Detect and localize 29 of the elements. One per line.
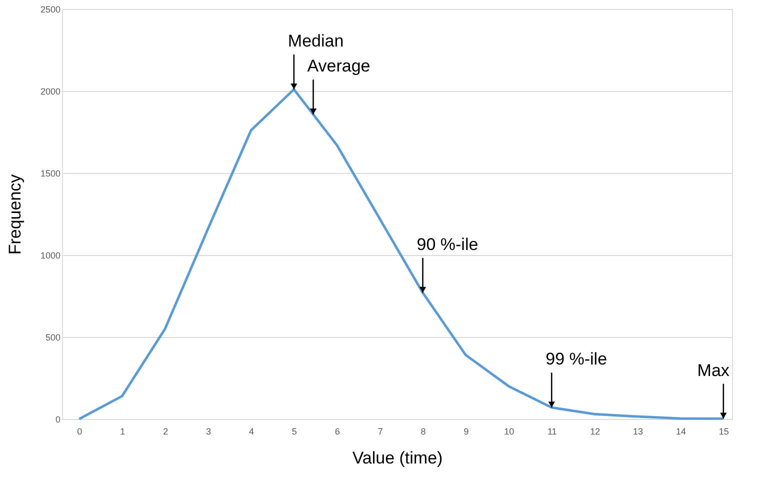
y-tick-label: 1500 bbox=[40, 168, 60, 178]
x-tick-label: 15 bbox=[718, 426, 729, 436]
x-tick-label: 7 bbox=[378, 426, 383, 436]
x-tick-label: 14 bbox=[676, 426, 686, 436]
y-tick-label: 0 bbox=[55, 414, 60, 424]
annotation: Average bbox=[307, 56, 370, 76]
x-tick-label: 8 bbox=[420, 426, 426, 436]
y-tick-label: 2000 bbox=[40, 86, 60, 96]
x-tick-label: 4 bbox=[248, 426, 254, 436]
annotation: Median bbox=[288, 32, 344, 51]
x-tick-label: 6 bbox=[334, 426, 340, 436]
x-tick-label: 1 bbox=[120, 426, 126, 436]
x-axis-title: Value (time) bbox=[352, 448, 443, 468]
x-tick-label: 13 bbox=[633, 426, 644, 436]
x-tick-label: 2 bbox=[163, 426, 168, 436]
x-tick-label: 5 bbox=[292, 426, 297, 436]
annotation: 99 %-ile bbox=[546, 350, 608, 369]
x-tick-label: 0 bbox=[77, 426, 82, 436]
y-tick-label: 500 bbox=[45, 332, 60, 342]
y-tick-label: 2500 bbox=[40, 4, 60, 14]
annotation: 90 %-ile bbox=[416, 234, 478, 254]
x-tick-label: 11 bbox=[547, 426, 557, 436]
x-tick-label: 9 bbox=[464, 426, 469, 436]
annotation: Max bbox=[697, 360, 730, 380]
x-tick-label: 3 bbox=[206, 426, 212, 436]
y-axis-title: Frequency bbox=[5, 174, 24, 255]
x-tick-label: 12 bbox=[590, 426, 600, 436]
x-tick-label: 10 bbox=[504, 426, 514, 436]
y-tick-label: 1000 bbox=[40, 250, 60, 260]
